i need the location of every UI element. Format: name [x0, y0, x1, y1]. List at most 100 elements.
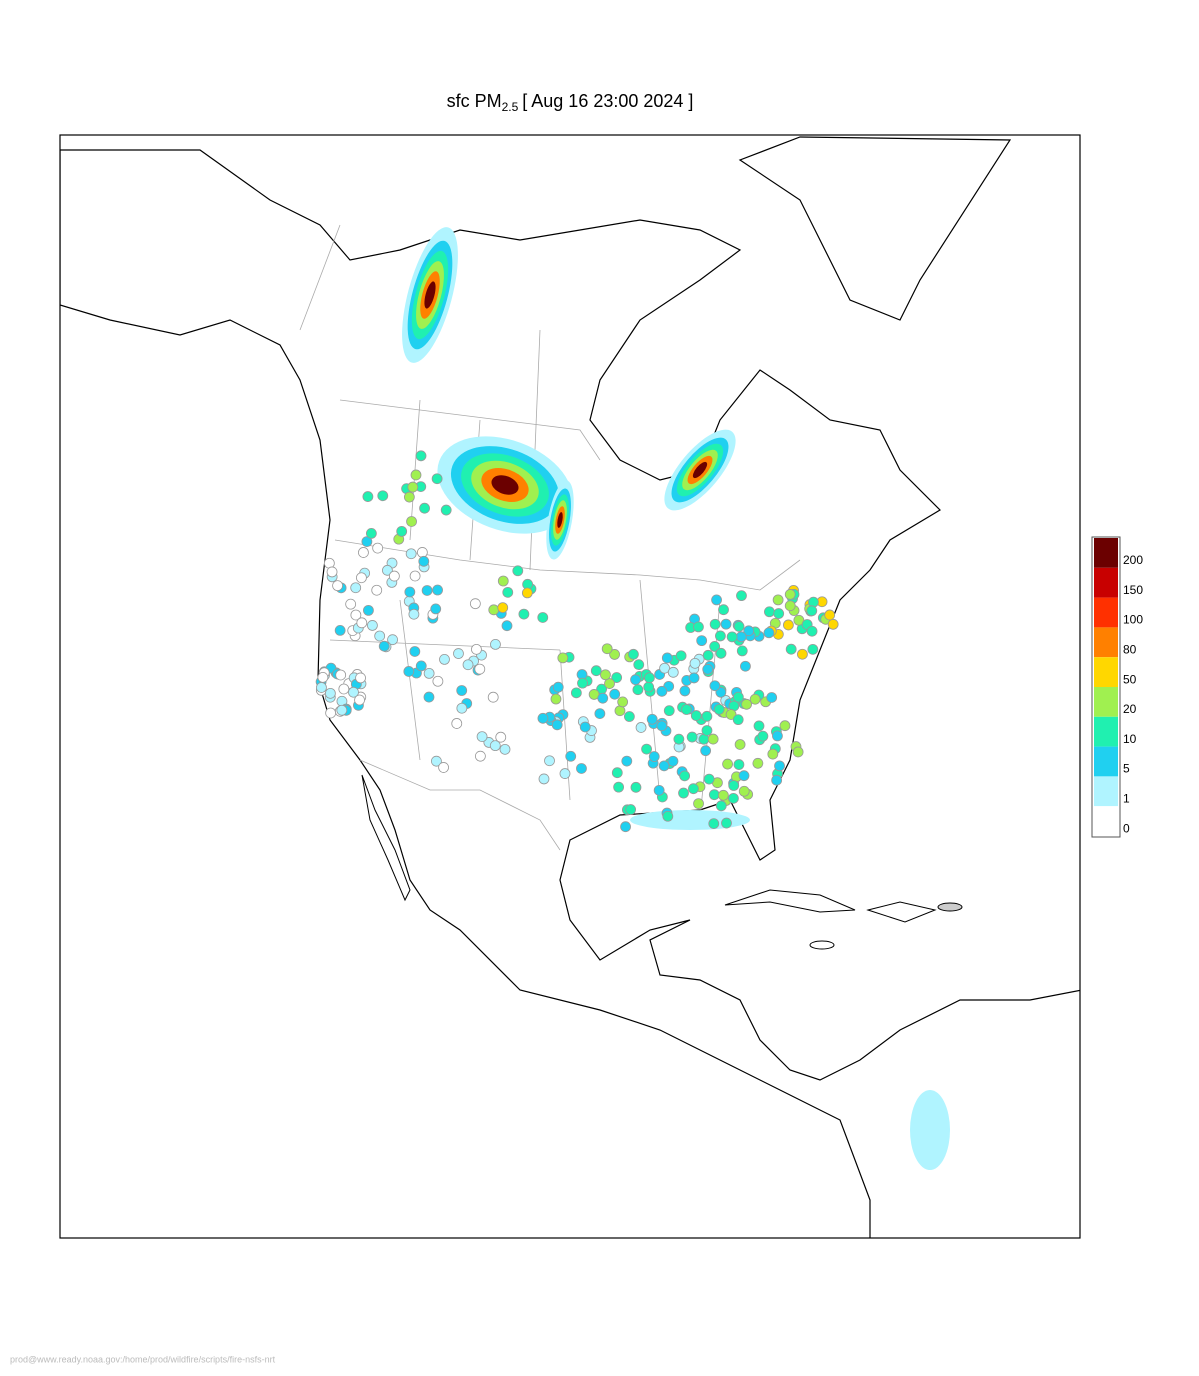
station	[763, 627, 775, 639]
plume-band	[424, 281, 436, 309]
station	[709, 618, 721, 630]
station	[738, 770, 750, 782]
station	[656, 685, 668, 697]
station	[361, 536, 373, 548]
station	[501, 620, 513, 632]
legend-swatch	[1094, 627, 1118, 658]
station	[423, 691, 435, 703]
station	[537, 712, 549, 724]
station	[388, 570, 400, 582]
station	[767, 748, 779, 760]
station	[702, 649, 714, 661]
station	[630, 674, 641, 686]
north-america	[60, 149, 1080, 1238]
station	[764, 606, 775, 618]
station	[377, 490, 389, 502]
station	[431, 755, 442, 767]
station	[792, 746, 804, 758]
station	[646, 713, 658, 725]
legend-label: 200	[1123, 553, 1143, 567]
station	[316, 682, 327, 693]
hispaniola	[866, 901, 937, 923]
station	[499, 743, 511, 755]
station	[489, 740, 501, 752]
station	[552, 681, 564, 693]
station	[741, 698, 752, 710]
station	[623, 711, 635, 722]
legend-label: 100	[1123, 613, 1143, 627]
station	[336, 704, 348, 716]
legend-swatch	[1094, 597, 1118, 628]
station	[728, 780, 740, 791]
station	[709, 641, 721, 652]
station	[806, 605, 818, 617]
station	[772, 594, 784, 606]
station	[338, 683, 350, 695]
station	[469, 598, 481, 610]
station	[711, 594, 722, 606]
station	[432, 675, 444, 687]
station	[675, 650, 687, 662]
station	[771, 774, 783, 786]
title-subscript: 2.5	[502, 100, 519, 114]
station	[653, 784, 665, 796]
station	[570, 687, 582, 699]
station	[715, 647, 727, 659]
station	[772, 730, 783, 742]
station	[365, 528, 377, 539]
station	[551, 719, 563, 731]
station	[785, 643, 797, 655]
station	[703, 773, 715, 785]
station	[782, 619, 794, 631]
map-frame	[59, 134, 1081, 1239]
station	[355, 672, 366, 684]
station	[403, 666, 415, 677]
station	[662, 810, 674, 822]
station	[611, 767, 623, 779]
station	[779, 720, 791, 732]
station	[440, 504, 452, 516]
station	[356, 572, 367, 584]
station	[808, 596, 819, 608]
station	[576, 763, 587, 774]
station	[667, 666, 679, 678]
station	[702, 663, 714, 675]
station	[743, 625, 755, 637]
station	[659, 662, 671, 674]
station	[538, 773, 550, 785]
station	[439, 653, 450, 665]
station	[633, 659, 645, 671]
station	[474, 750, 486, 762]
station	[681, 704, 692, 715]
station	[521, 587, 533, 599]
us-canada-border	[334, 539, 801, 591]
station	[736, 590, 747, 602]
station	[404, 586, 416, 598]
station	[738, 785, 750, 797]
station	[594, 708, 606, 720]
station	[403, 491, 415, 503]
station	[387, 634, 398, 646]
puerto-rico	[937, 902, 963, 912]
station	[773, 608, 785, 619]
station	[753, 720, 765, 732]
station	[559, 768, 571, 779]
legend-label: 10	[1123, 732, 1137, 746]
baja	[361, 774, 411, 902]
station	[609, 649, 620, 660]
station	[643, 681, 655, 693]
station	[784, 600, 796, 612]
station	[630, 781, 642, 793]
station	[740, 660, 751, 672]
station	[410, 469, 422, 481]
greenland	[738, 136, 1012, 321]
station	[679, 685, 691, 697]
station	[766, 692, 778, 703]
station	[752, 757, 764, 769]
station	[797, 648, 808, 660]
station	[325, 707, 337, 719]
station	[715, 800, 727, 812]
station	[456, 702, 468, 714]
station	[715, 630, 726, 642]
